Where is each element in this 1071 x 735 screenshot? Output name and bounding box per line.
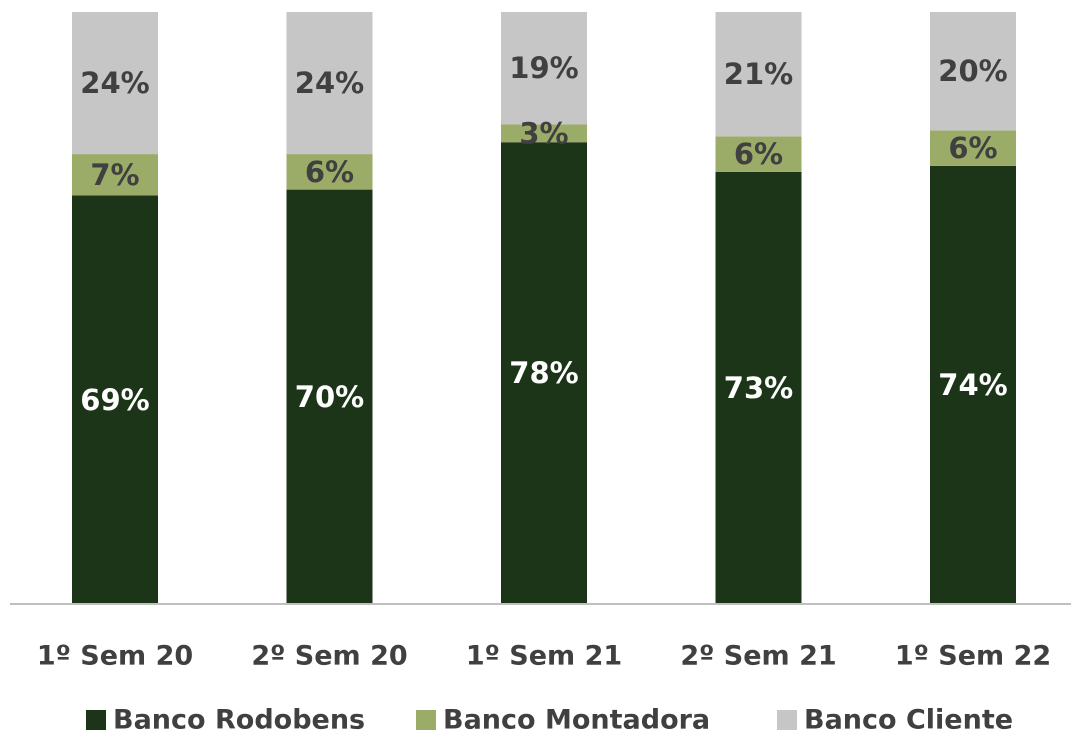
bar-banco-cliente-5: [930, 12, 1016, 131]
data-label-banco-rodobens-5: 74%: [938, 368, 1007, 402]
data-labels-layer: 69% 7% 24% 70% 6% 24% 78% 3% 19% 73% 6% 21% 74% 6% 20%: [80, 51, 1007, 417]
bar-banco-rodobens-5: [930, 165, 1016, 605]
category-label-4: 2º Sem 21: [680, 641, 836, 672]
data-label-banco-cliente-1: 24%: [80, 66, 149, 100]
legend: Banco Rodobens Banco Montadora Banco Clien…: [86, 705, 1013, 735]
data-label-banco-cliente-2: 24%: [295, 66, 364, 100]
data-label-banco-montadora-1: 7%: [90, 158, 139, 192]
bar-banco-cliente-3: [501, 12, 587, 125]
data-label-banco-montadora-4: 6%: [734, 137, 783, 171]
category-label-3: 1º Sem 21: [466, 641, 622, 672]
bar-banco-montadora-3: [501, 124, 587, 143]
data-label-banco-montadora-3: 3%: [519, 116, 568, 150]
legend-swatch-banco-montadora: [416, 710, 436, 730]
data-label-banco-cliente-3: 19%: [509, 51, 578, 85]
bar-banco-cliente-1: [72, 12, 158, 155]
legend-swatch-banco-rodobens: [86, 710, 106, 730]
data-label-banco-montadora-5: 6%: [948, 131, 997, 165]
data-label-banco-montadora-2: 6%: [305, 155, 354, 189]
legend-label-banco-rodobens: Banco Rodobens: [113, 705, 365, 735]
bars-layer: [72, 12, 1016, 605]
bar-banco-rodobens-1: [72, 195, 158, 604]
bar-banco-rodobens-3: [501, 142, 587, 605]
bar-banco-montadora-2: [286, 154, 373, 190]
legend-label-banco-cliente: Banco Cliente: [804, 705, 1013, 735]
legend-swatch-banco-cliente: [777, 710, 797, 730]
data-label-banco-rodobens-2: 70%: [295, 380, 364, 414]
bar-banco-rodobens-2: [286, 189, 373, 604]
bar-banco-montadora-5: [930, 130, 1016, 166]
category-label-2: 2º Sem 20: [251, 641, 407, 672]
data-label-banco-rodobens-4: 73%: [724, 371, 793, 405]
data-label-banco-rodobens-1: 69%: [80, 383, 149, 417]
bar-banco-montadora-1: [72, 154, 158, 196]
category-label-1: 1º Sem 20: [37, 641, 193, 672]
bar-banco-cliente-2: [286, 12, 373, 155]
data-label-banco-cliente-4: 21%: [724, 57, 793, 91]
data-label-banco-rodobens-3: 78%: [509, 356, 578, 390]
data-label-banco-cliente-5: 20%: [938, 54, 1007, 88]
legend-label-banco-montadora: Banco Montadora: [443, 705, 710, 735]
bar-banco-cliente-4: [715, 12, 802, 137]
category-labels: 1º Sem 20 2º Sem 20 1º Sem 21 2º Sem 21 1º S…: [37, 641, 1051, 672]
bar-banco-rodobens-4: [715, 171, 802, 604]
category-label-5: 1º Sem 22: [895, 641, 1051, 672]
bar-banco-montadora-4: [715, 136, 802, 172]
